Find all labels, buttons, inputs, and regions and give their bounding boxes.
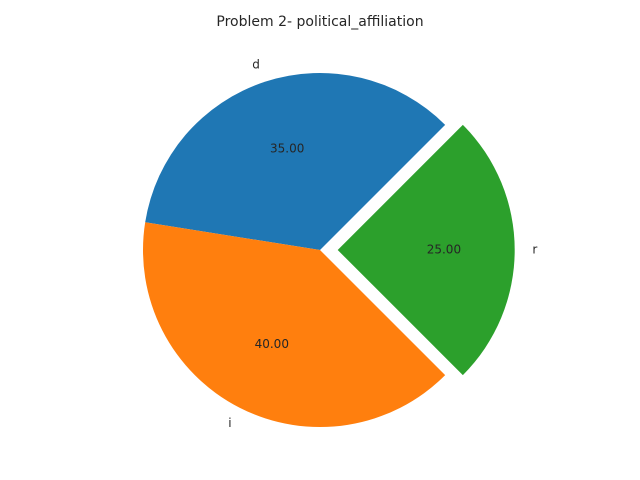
slice-label-i: i (228, 416, 231, 430)
value-label-r: 25.00 (427, 243, 461, 257)
value-label-i: 40.00 (255, 337, 289, 351)
pie-slice-i (143, 222, 446, 427)
value-label-d: 35.00 (270, 141, 304, 155)
chart-title: Problem 2- political_affiliation (216, 14, 424, 30)
pie-slice-d (145, 73, 446, 250)
slice-label-r: r (532, 243, 537, 257)
pie-slice-r (337, 124, 515, 376)
slice-label-d: d (252, 57, 260, 71)
